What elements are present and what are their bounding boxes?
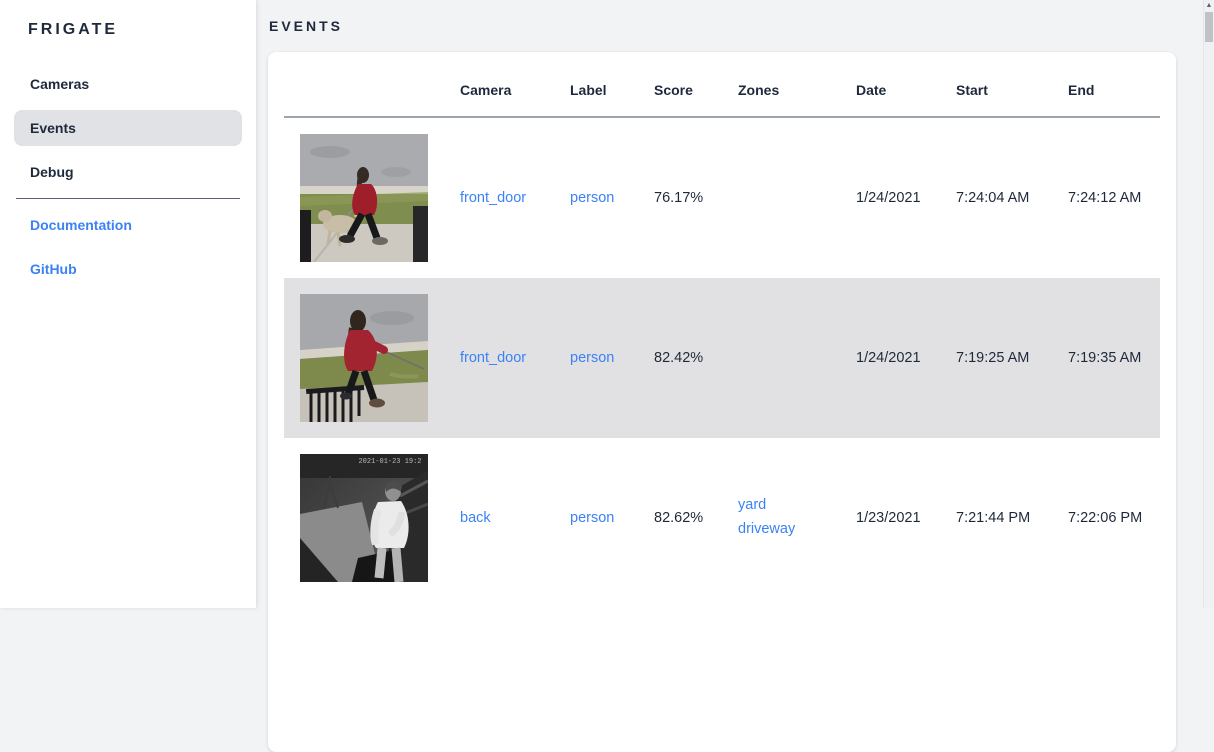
start-cell: 7:19:25 AM <box>956 350 1030 366</box>
date-cell: 1/24/2021 <box>856 350 921 366</box>
column-header-end: End <box>1052 52 1160 118</box>
end-cell: 7:24:12 AM <box>1068 190 1142 206</box>
start-cell: 7:24:04 AM <box>956 190 1030 206</box>
table-header-row: Camera Label Score Zones Date Start End <box>284 52 1160 118</box>
scrollbar[interactable]: ▲ <box>1203 0 1214 608</box>
label-link[interactable]: person <box>570 190 615 206</box>
camera-cell: back <box>444 438 554 598</box>
scroll-up-icon[interactable]: ▲ <box>1205 2 1213 9</box>
column-header-label: Label <box>554 52 638 118</box>
column-header-score: Score <box>638 52 722 118</box>
end-cell: 7:19:35 AM <box>1068 350 1142 366</box>
camera-cell: front_door <box>444 278 554 438</box>
sidebar-item-cameras[interactable]: Cameras <box>30 76 90 92</box>
column-header-thumbnail <box>284 52 444 118</box>
sidebar-item-debug[interactable]: Debug <box>30 164 74 180</box>
zones-cell <box>722 278 840 438</box>
app-logo: FRIGATE <box>28 21 119 38</box>
score-cell: 76.17% <box>654 190 704 206</box>
start-cell: 7:21:44 PM <box>956 510 1031 526</box>
column-header-camera: Camera <box>444 52 554 118</box>
camera-cell: front_door <box>444 117 554 278</box>
thumbnail-cell: 2021-01-23 19:2 <box>284 438 444 598</box>
event-row-highlighted[interactable]: front_door person 82.42% 1/24/2021 7:19:… <box>284 278 1160 438</box>
label-cell: person <box>554 438 638 598</box>
event-thumbnail[interactable] <box>300 134 428 262</box>
score-cell: 82.42% <box>654 350 704 366</box>
date-cell: 1/23/2021 <box>856 510 921 526</box>
event-row[interactable]: 2021-01-23 19:2 back person 82.62% yard … <box>284 438 1160 598</box>
camera-link[interactable]: front_door <box>460 350 527 366</box>
column-header-date: Date <box>840 52 940 118</box>
zones-cell <box>722 117 840 278</box>
camera-link[interactable]: back <box>460 510 491 526</box>
column-header-start: Start <box>940 52 1052 118</box>
label-link[interactable]: person <box>570 350 615 366</box>
thumbnail-cell <box>284 117 444 278</box>
sidebar-nav: Cameras Events Debug Documentation GitHu… <box>0 66 256 287</box>
events-card: Camera Label Score Zones Date Start End <box>268 52 1176 752</box>
event-thumbnail[interactable] <box>300 294 428 422</box>
label-cell: person <box>554 278 638 438</box>
sidebar-link-github[interactable]: GitHub <box>30 261 77 277</box>
label-cell: person <box>554 117 638 278</box>
scrollbar-thumb[interactable] <box>1205 12 1213 42</box>
column-header-zones: Zones <box>722 52 840 118</box>
event-thumbnail[interactable]: 2021-01-23 19:2 <box>300 454 428 582</box>
sidebar-divider <box>16 198 240 199</box>
date-cell: 1/24/2021 <box>856 190 921 206</box>
score-cell: 82.62% <box>654 510 704 526</box>
svg-text:2021-01-23 19:2: 2021-01-23 19:2 <box>358 458 421 466</box>
event-row[interactable]: front_door person 76.17% 1/24/2021 7:24:… <box>284 117 1160 278</box>
zone-link-driveway[interactable]: driveway <box>738 521 796 537</box>
zone-link-yard[interactable]: yard <box>738 497 767 514</box>
thumbnail-cell <box>284 278 444 438</box>
zones-cell: yard driveway <box>722 438 840 598</box>
end-cell: 7:22:06 PM <box>1068 510 1143 526</box>
sidebar: FRIGATE Cameras Events Debug Documentati… <box>0 0 256 608</box>
camera-link[interactable]: front_door <box>460 190 527 206</box>
sidebar-item-events[interactable]: Events <box>14 110 242 146</box>
label-link[interactable]: person <box>570 510 615 526</box>
main-content: EVENTS Camera Label Score Zones Date Sta… <box>256 0 1214 752</box>
page-title: EVENTS <box>269 18 344 34</box>
events-table: Camera Label Score Zones Date Start End <box>284 52 1160 598</box>
sidebar-link-documentation[interactable]: Documentation <box>30 217 132 233</box>
